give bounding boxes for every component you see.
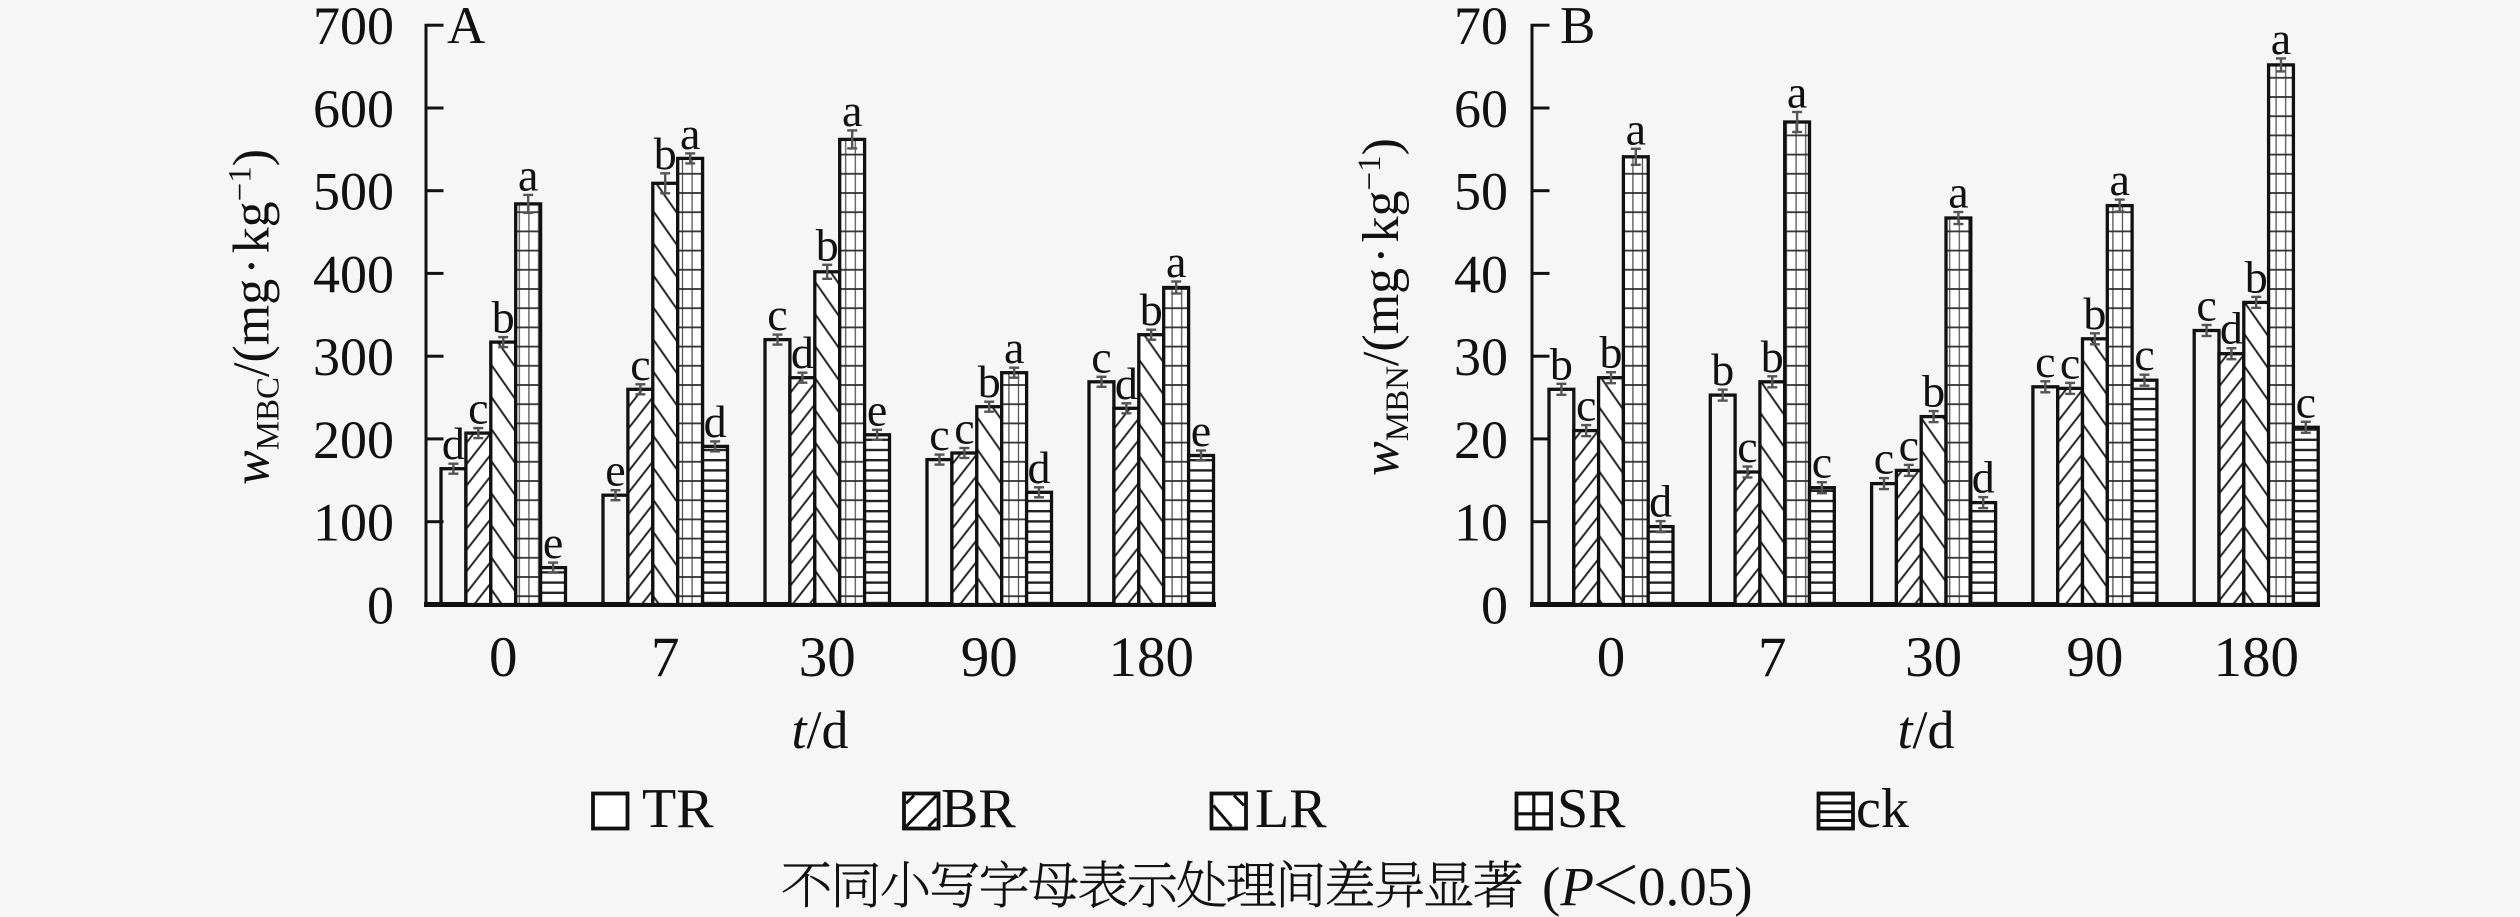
svg-text:c: c xyxy=(2134,329,2154,380)
svg-text:c: c xyxy=(630,339,650,390)
svg-text:b: b xyxy=(816,219,839,270)
svg-text:0: 0 xyxy=(367,575,394,635)
svg-text:t/d: t/d xyxy=(1897,700,1954,760)
svg-text:d: d xyxy=(1115,358,1138,409)
svg-text:700: 700 xyxy=(313,0,394,56)
svg-text:c: c xyxy=(1737,421,1757,472)
svg-text:e: e xyxy=(867,384,887,435)
svg-text:A: A xyxy=(447,0,485,55)
svg-text:a: a xyxy=(2271,13,2291,64)
svg-text:600: 600 xyxy=(313,79,394,139)
svg-text:c: c xyxy=(1091,331,1111,382)
svg-text:b: b xyxy=(654,128,677,179)
svg-text:c: c xyxy=(1899,419,1919,470)
svg-text:180: 180 xyxy=(1108,626,1194,689)
svg-text:a: a xyxy=(842,85,862,136)
svg-text:a: a xyxy=(1787,67,1807,118)
svg-text:a: a xyxy=(1004,322,1024,373)
svg-text:(P: (P xyxy=(1542,856,1594,917)
svg-text:7: 7 xyxy=(651,626,680,689)
svg-text:300: 300 xyxy=(313,327,394,387)
svg-text:0: 0 xyxy=(1481,575,1508,635)
svg-text:a: a xyxy=(2109,154,2129,205)
svg-text:b: b xyxy=(1550,338,1573,389)
svg-text:c: c xyxy=(767,289,787,340)
svg-text:d: d xyxy=(704,396,727,447)
svg-text:e: e xyxy=(1191,405,1211,456)
svg-text:e: e xyxy=(605,445,625,496)
svg-text:a: a xyxy=(518,149,538,200)
svg-text:40: 40 xyxy=(1454,244,1508,304)
svg-text:d: d xyxy=(791,327,814,378)
svg-text:d: d xyxy=(2220,303,2243,354)
svg-text:70: 70 xyxy=(1454,0,1508,56)
svg-text:LR: LR xyxy=(1255,778,1327,840)
svg-text:b: b xyxy=(2245,251,2268,302)
svg-text:b: b xyxy=(978,356,1001,407)
svg-text:a: a xyxy=(1626,103,1646,154)
svg-text:0.05): 0.05) xyxy=(1638,856,1753,917)
svg-text:c: c xyxy=(468,383,488,434)
svg-text:a: a xyxy=(1948,167,1968,218)
svg-text:c: c xyxy=(929,409,949,460)
svg-text:SR: SR xyxy=(1557,778,1626,840)
svg-text:d: d xyxy=(1028,442,1051,493)
svg-text:d: d xyxy=(442,418,465,469)
svg-text:0: 0 xyxy=(1597,626,1626,689)
svg-text:20: 20 xyxy=(1454,410,1508,470)
svg-text:180: 180 xyxy=(2213,626,2299,689)
svg-text:b: b xyxy=(1922,366,1945,417)
svg-text:200: 200 xyxy=(313,410,394,470)
svg-text:B: B xyxy=(1560,0,1595,55)
svg-text:c: c xyxy=(2296,376,2316,427)
svg-text:0: 0 xyxy=(489,626,518,689)
svg-text:t/d: t/d xyxy=(791,700,848,760)
svg-text:wMBC/(mg·kg−1): wMBC/(mg·kg−1) xyxy=(223,149,287,485)
svg-text:c: c xyxy=(2060,337,2080,388)
svg-text:100: 100 xyxy=(313,493,394,553)
svg-text:90: 90 xyxy=(961,626,1018,689)
svg-text:b: b xyxy=(1140,284,1163,335)
svg-text:wMBN/(mg·kg−1): wMBN/(mg·kg−1) xyxy=(1352,138,1416,476)
svg-text:BR: BR xyxy=(941,778,1016,840)
svg-text:b: b xyxy=(1600,327,1623,378)
svg-text:90: 90 xyxy=(2066,626,2123,689)
svg-text:d: d xyxy=(1972,452,1995,503)
svg-text:400: 400 xyxy=(313,244,394,304)
svg-text:b: b xyxy=(492,292,515,343)
svg-text:500: 500 xyxy=(313,162,394,222)
svg-text:c: c xyxy=(1812,437,1832,488)
svg-text:e: e xyxy=(543,517,563,568)
svg-text:d: d xyxy=(1649,476,1672,527)
svg-text:TR: TR xyxy=(642,778,714,840)
svg-text:c: c xyxy=(1874,433,1894,484)
svg-text:10: 10 xyxy=(1454,493,1508,553)
svg-text:c: c xyxy=(1576,380,1596,431)
svg-text:60: 60 xyxy=(1454,79,1508,139)
svg-text:50: 50 xyxy=(1454,162,1508,222)
svg-text:a: a xyxy=(680,108,700,159)
svg-text:30: 30 xyxy=(799,626,856,689)
svg-text:b: b xyxy=(2083,288,2106,339)
svg-text:b: b xyxy=(1711,344,1734,395)
svg-text:c: c xyxy=(2035,336,2055,387)
svg-text:30: 30 xyxy=(1905,626,1962,689)
svg-text:c: c xyxy=(2196,280,2216,331)
svg-text:30: 30 xyxy=(1454,327,1508,387)
svg-text:c: c xyxy=(954,403,974,454)
svg-text:b: b xyxy=(1761,331,1784,382)
svg-text:7: 7 xyxy=(1758,626,1787,689)
svg-text:ck: ck xyxy=(1856,778,1909,840)
svg-text:a: a xyxy=(1166,236,1186,287)
